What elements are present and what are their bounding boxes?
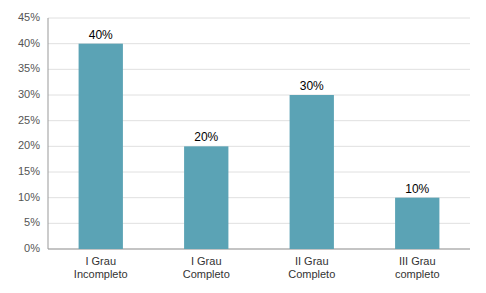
bars: [79, 44, 440, 249]
chart-container: 0% 5% 10% 15% 20% 25% 30% 35% 40% 45% 40% 20% 30% 10%…: [0, 0, 486, 293]
data-label: 10%: [405, 182, 429, 196]
data-label: 30%: [300, 79, 324, 93]
y-tick-label: 10%: [18, 191, 40, 203]
bar: [79, 44, 123, 249]
grid: [48, 18, 470, 249]
grid-line: [48, 18, 470, 19]
x-tick-label: III Graucompleto: [395, 255, 440, 280]
bar: [395, 198, 439, 249]
y-tick-label: 25%: [18, 114, 40, 126]
y-axis-line: [48, 18, 49, 249]
data-label: 20%: [194, 130, 218, 144]
bar: [290, 95, 334, 249]
chart: 0% 5% 10% 15% 20% 25% 30% 35% 40% 45% 40% 20% 30% 10%…: [0, 0, 486, 293]
bar: [184, 146, 228, 249]
y-tick-label: 30%: [18, 88, 40, 100]
y-tick-label: 15%: [18, 165, 40, 177]
x-tick-label: I GrauIncompleto: [74, 255, 128, 280]
x-tick-label: I GrauCompleto: [183, 255, 230, 280]
x-tick-label: II GrauCompleto: [288, 255, 335, 280]
y-tick-label: 40%: [18, 37, 40, 49]
y-tick-label: 0%: [24, 242, 40, 254]
y-tick-label: 45%: [18, 11, 40, 23]
data-label: 40%: [89, 28, 113, 42]
y-tick-label: 5%: [24, 216, 40, 228]
y-tick-label: 20%: [18, 139, 40, 151]
y-tick-label: 35%: [18, 62, 40, 74]
